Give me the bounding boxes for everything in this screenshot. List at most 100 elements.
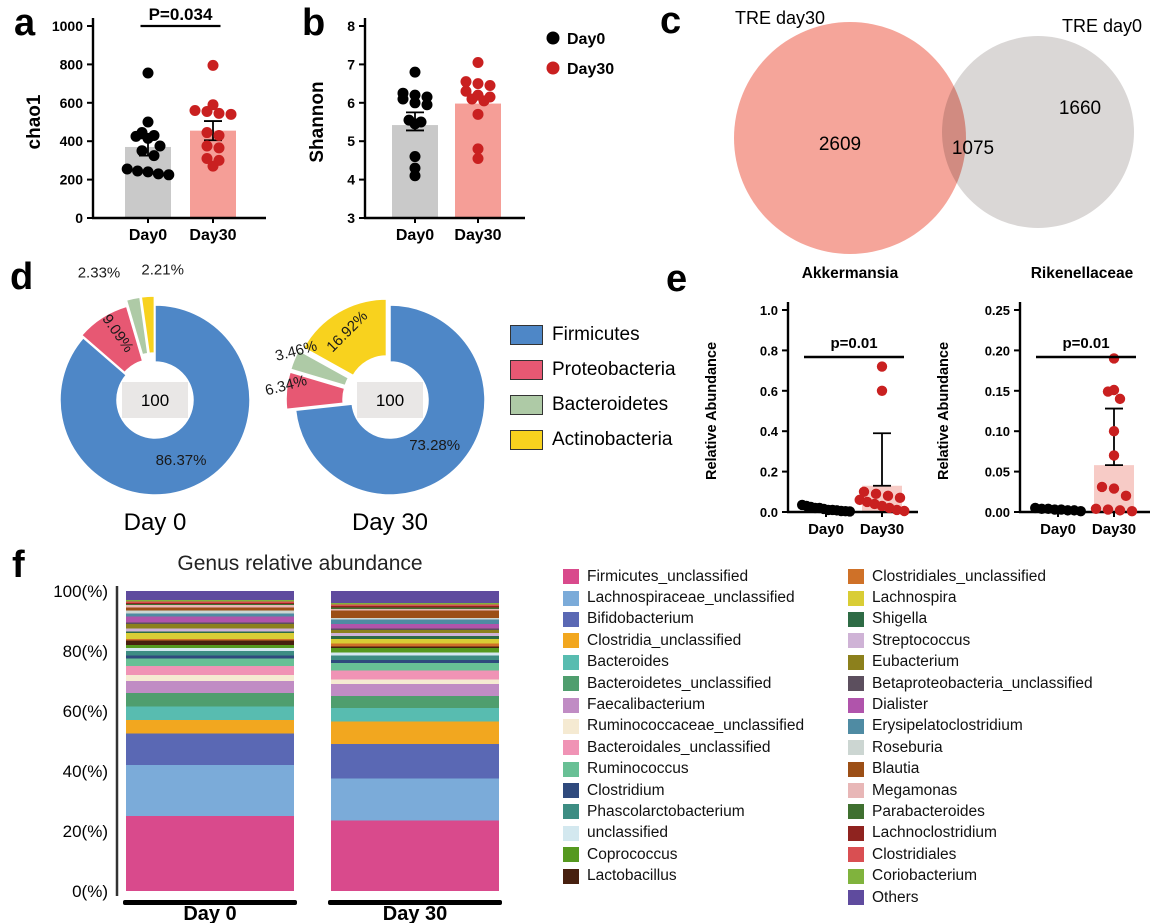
points-day0 — [397, 66, 433, 182]
stack-segment — [331, 619, 499, 624]
data-point — [207, 59, 219, 71]
phylum-legend-swatch — [510, 325, 543, 345]
points-day0 — [121, 67, 175, 181]
data-point — [397, 87, 409, 99]
stack-segment — [331, 684, 499, 696]
genus-legend-item: Clostridium — [563, 780, 804, 801]
panel-label-f: f — [12, 544, 25, 586]
genus-legend-item: Bifidobacterium — [563, 609, 804, 630]
stack-segment — [126, 624, 294, 629]
data-point — [484, 91, 496, 103]
stack-segment — [331, 721, 499, 744]
chao1-bar-scatter-chart: 0 200 400 600 800 1000 chao1 Day0 Day30 P=0.034 — [8, 2, 298, 254]
genus-legend-swatch — [848, 740, 864, 756]
genus-legend-label: Faecalibacterium — [587, 696, 706, 714]
stack-segment — [126, 765, 294, 816]
genus-legend-swatch — [563, 654, 579, 670]
data-point — [163, 169, 175, 181]
donut-center-label: 100 — [376, 391, 404, 410]
stack-segment — [331, 618, 499, 620]
genus-legend-item: unclassified — [563, 823, 804, 844]
venn-circle-day0 — [942, 36, 1134, 228]
stack-segment — [126, 675, 294, 681]
stack-segment — [331, 660, 499, 663]
x-category-label: Day30 — [860, 521, 904, 538]
bar-day0 — [125, 146, 171, 218]
stack-segment — [331, 820, 499, 891]
genus-legend-label: Bifidobacterium — [587, 610, 694, 628]
data-point — [1102, 504, 1114, 515]
stack-segment — [126, 591, 294, 600]
points-day30 — [189, 59, 237, 172]
genus-legend-label: Bacteroidetes_unclassified — [587, 674, 772, 692]
genus-legend-swatch — [563, 718, 579, 734]
genus-legend-label: Phascolarctobacterium — [587, 802, 745, 820]
data-point — [1108, 450, 1120, 461]
genus-legend-item: Clostridiales_unclassified — [848, 566, 1093, 587]
y-tick-label: 0.10 — [985, 424, 1010, 439]
genus-legend-label: Clostridium — [587, 781, 665, 799]
stack-segment — [126, 645, 294, 648]
genus-legend-swatch — [848, 761, 864, 777]
donut-center-box — [122, 382, 188, 418]
venn-diagram: TRE day30 TRE day0 2609 1075 1660 — [640, 0, 1164, 258]
stack-segment — [126, 693, 294, 707]
data-point — [472, 56, 484, 68]
data-point — [876, 361, 888, 372]
x-category-label: Day 30 — [383, 903, 448, 923]
genus-legend-swatch — [563, 633, 579, 649]
genus-legend-label: Ruminococcaceae_unclassified — [587, 717, 805, 735]
genus-legend-label: Eubacterium — [872, 653, 960, 671]
stack-segment — [331, 696, 499, 708]
genus-legend-swatch — [848, 611, 864, 627]
y-tick-label: 8 — [347, 18, 355, 34]
genus-legend-item: Eubacterium — [848, 652, 1093, 673]
significance-label: P=0.034 — [149, 5, 213, 24]
data-point — [409, 97, 421, 109]
phylum-legend-item: Actinobacteria — [510, 429, 676, 451]
genus-legend-item: Faecalibacterium — [563, 694, 804, 715]
genus-legend-swatch — [563, 590, 579, 606]
phylum-legend-label: Actinobacteria — [552, 429, 673, 450]
data-point — [472, 89, 484, 101]
stack-segment — [331, 670, 499, 680]
genus-legend-label: unclassified — [587, 824, 668, 842]
genus-legend-swatch — [563, 676, 579, 692]
stacked-bar-day0 — [126, 591, 294, 891]
donut-center-label: 100 — [141, 391, 169, 410]
shannon-bar-scatter-chart: 3 4 5 6 7 8 Shannon Day0 Day30 Day0 Day30 — [295, 2, 635, 254]
data-point — [421, 99, 433, 111]
genus-legend-item: Bacteroidales_unclassified — [563, 737, 804, 758]
data-point — [1108, 384, 1120, 396]
x-category-label: Day30 — [1092, 521, 1136, 538]
genus-legend-item: Clostridia_unclassified — [563, 630, 804, 651]
y-tick-label: 4 — [347, 172, 355, 188]
data-point — [132, 165, 144, 177]
data-point — [844, 506, 856, 517]
stack-segment — [126, 640, 294, 645]
genus-legend-label: Shigella — [872, 610, 928, 628]
genus-legend-label: Roseburia — [872, 738, 943, 756]
genus-legend-label: Ruminococcus — [587, 760, 689, 778]
genus-legend-label: Clostridiales_unclassified — [872, 567, 1047, 585]
genus-legend-label: Lactobacillus — [587, 867, 677, 885]
genus-legend-swatch — [848, 890, 864, 906]
x-axis-bar — [123, 900, 297, 905]
genus-legend-item: Lachnospira — [848, 587, 1093, 608]
phylum-donut-charts: Firmicutes Proteobacteria Bacteroidetes Act… — [0, 258, 700, 550]
stack-segment — [331, 603, 499, 605]
genus-legend-swatch — [848, 697, 864, 713]
stack-segment — [126, 655, 294, 659]
genus-legend-label: Lachnospira — [872, 589, 957, 607]
genus-legend-column-1: Firmicutes_unclassified Lachnospiraceae_u… — [563, 566, 804, 887]
y-axis-label: Shannon — [307, 81, 328, 162]
stack-segment — [126, 651, 294, 656]
stack-segment — [331, 778, 499, 821]
data-point — [1114, 393, 1126, 405]
stack-segment — [331, 636, 499, 639]
data-point — [882, 490, 894, 502]
phylum-legend-item: Bacteroidetes — [510, 394, 676, 416]
phylum-legend-swatch — [510, 395, 543, 415]
stack-segment — [126, 610, 294, 614]
